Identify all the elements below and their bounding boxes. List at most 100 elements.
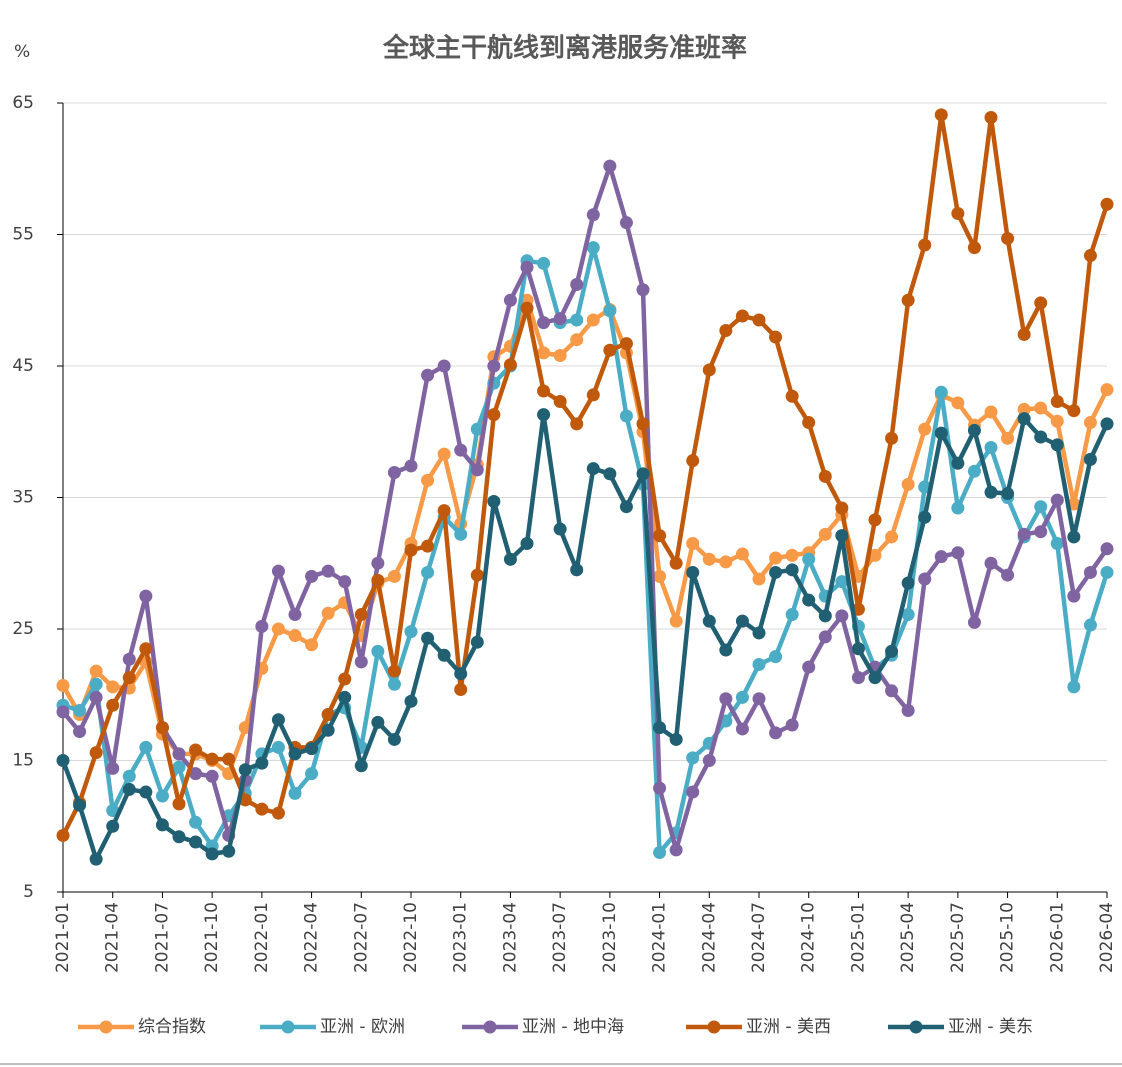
data-point [619, 216, 633, 230]
data-point [934, 108, 948, 122]
data-point [155, 818, 169, 832]
data-point [901, 576, 915, 590]
data-point [437, 447, 451, 461]
data-point [487, 359, 501, 373]
data-point [901, 293, 915, 307]
data-point [288, 786, 302, 800]
data-point [752, 658, 766, 672]
series-line [62, 245, 1110, 855]
data-point [288, 629, 302, 643]
data-point [321, 723, 335, 737]
legend-label: 亚洲 - 美东 [948, 1017, 1033, 1037]
data-point [1083, 618, 1097, 632]
data-point [421, 473, 435, 487]
data-point [1050, 414, 1064, 428]
data-point [1017, 412, 1031, 426]
x-tick-label: 2021-04 [103, 902, 123, 973]
data-point [1083, 452, 1097, 466]
data-point [537, 384, 551, 398]
data-point [487, 494, 501, 508]
data-point [603, 343, 617, 357]
data-point [686, 454, 700, 468]
data-point [503, 293, 517, 307]
chart-title: 全球主干航线到离港服务准班率 [382, 33, 747, 64]
data-point [122, 652, 136, 666]
data-point [769, 650, 783, 664]
data-point [470, 568, 484, 582]
data-point [719, 643, 733, 657]
data-point [1083, 565, 1097, 579]
data-point [503, 358, 517, 372]
data-point [73, 798, 87, 812]
data-point [686, 537, 700, 551]
data-point [984, 110, 998, 124]
data-point [570, 333, 584, 347]
x-tick-label: 2024-01 [650, 902, 670, 973]
data-point [951, 501, 965, 515]
series [56, 108, 1114, 842]
x-tick-label: 2023-01 [451, 902, 471, 973]
y-tick-label: 5 [23, 882, 34, 902]
data-point [1034, 430, 1048, 444]
x-tick-label: 2023-04 [500, 902, 520, 973]
data-point [1017, 527, 1031, 541]
data-point [470, 463, 484, 477]
data-point [586, 241, 600, 255]
data-point [984, 441, 998, 455]
data-point [56, 828, 70, 842]
legend-marker [707, 1020, 721, 1034]
data-point [1100, 417, 1114, 431]
data-point [686, 751, 700, 765]
data-point [89, 746, 103, 760]
data-point [785, 608, 799, 622]
data-point [139, 785, 153, 799]
data-point [454, 443, 468, 457]
data-point [653, 529, 667, 543]
x-tick-label: 2022-07 [351, 902, 371, 973]
data-point [669, 556, 683, 570]
data-point [421, 565, 435, 579]
data-point [122, 769, 136, 783]
data-point [669, 843, 683, 857]
data-point [271, 740, 285, 754]
data-point [305, 742, 319, 756]
data-point [205, 769, 219, 783]
data-point [719, 692, 733, 706]
data-point [454, 667, 468, 681]
data-point [984, 485, 998, 499]
data-point [189, 815, 203, 829]
data-point [404, 694, 418, 708]
data-point [901, 704, 915, 718]
data-point [934, 426, 948, 440]
x-tick-label: 2021-01 [53, 902, 73, 973]
data-point [669, 732, 683, 746]
data-point [653, 721, 667, 735]
y-tick-label: 55 [12, 225, 34, 245]
data-point [967, 423, 981, 437]
data-point [89, 852, 103, 866]
data-point [735, 547, 749, 561]
data-point [271, 622, 285, 636]
data-point [570, 277, 584, 291]
data-point [122, 671, 136, 685]
data-point [553, 312, 567, 326]
data-point [918, 238, 932, 252]
legend-label: 综合指数 [138, 1017, 206, 1037]
data-point [470, 422, 484, 436]
data-point [56, 705, 70, 719]
data-point [1100, 383, 1114, 397]
data-point [636, 417, 650, 431]
x-tick-label: 2026-04 [1097, 902, 1117, 973]
data-point [885, 530, 899, 544]
data-point [271, 806, 285, 820]
data-point [586, 388, 600, 402]
data-point [769, 726, 783, 740]
data-point [288, 608, 302, 622]
data-point [586, 313, 600, 327]
y-tick-label: 25 [12, 619, 34, 639]
data-point [851, 642, 865, 656]
data-point [1083, 416, 1097, 430]
data-point [835, 501, 849, 515]
data-point [769, 330, 783, 344]
